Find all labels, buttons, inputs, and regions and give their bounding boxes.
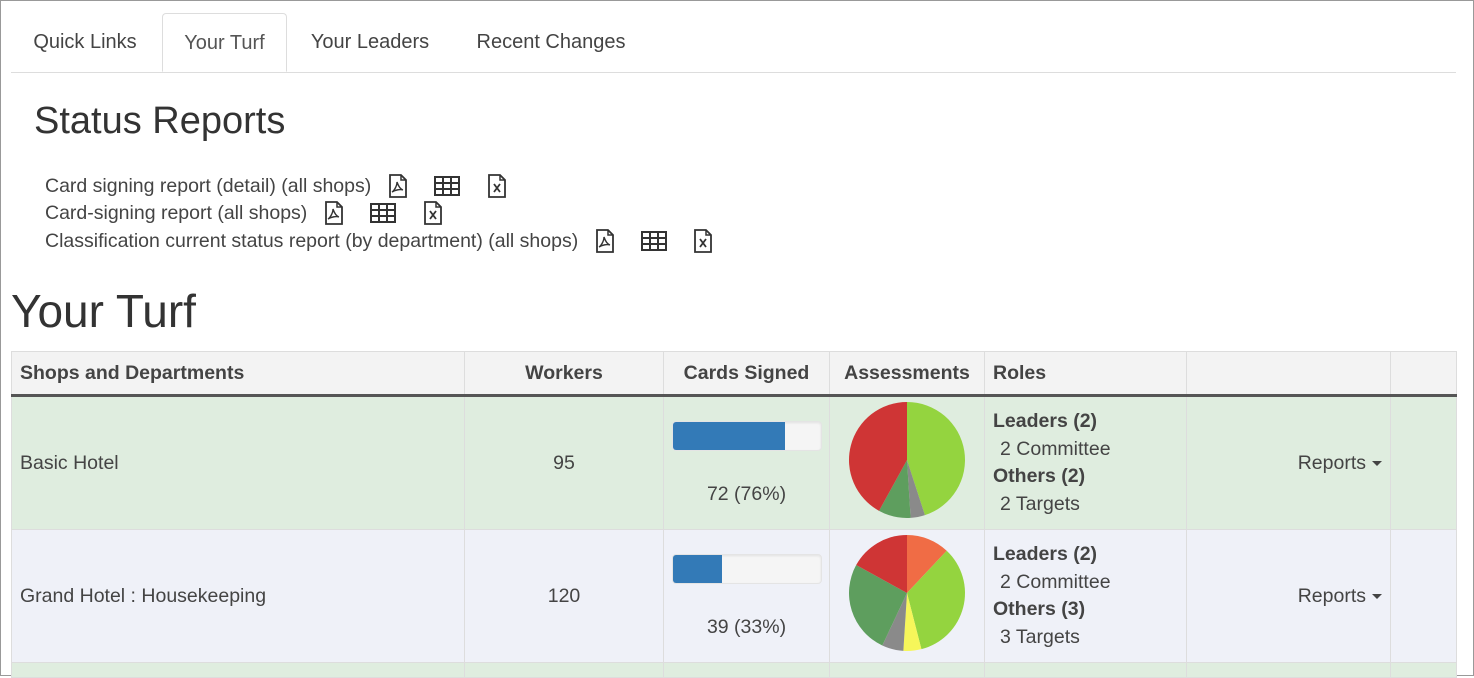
- roles-cell: Leaders (2) 2 Committee Others (2) 2 Tar…: [984, 395, 1187, 530]
- column-header: [1390, 351, 1457, 397]
- empty-cell: [1390, 529, 1457, 663]
- report-line: Card signing report (detail) (all shops): [45, 172, 508, 198]
- table-row: [11, 662, 1457, 678]
- column-header[interactable]: Assessments: [829, 351, 985, 397]
- pie-slice: [856, 535, 907, 593]
- empty-cell: [1186, 662, 1391, 678]
- empty-cell: [464, 662, 664, 678]
- pdf-icon[interactable]: [594, 228, 616, 253]
- column-header: [1186, 351, 1391, 397]
- cards-signed-text: 72 (76%): [706, 482, 787, 505]
- pie-slice: [907, 460, 925, 518]
- column-header[interactable]: Workers: [464, 351, 664, 397]
- report-line: Classification current status report (by…: [45, 227, 714, 253]
- tab-recent-changes[interactable]: Recent Changes: [476, 31, 626, 53]
- cards-progress-fill: [673, 421, 786, 450]
- targets-label: 3 Targets: [1000, 625, 1080, 648]
- column-header[interactable]: Shops and Departments: [11, 351, 465, 397]
- reports-dropdown[interactable]: Reports: [1186, 395, 1391, 530]
- report-line: Card-signing report (all shops): [45, 199, 444, 225]
- shop-name[interactable]: Grand Hotel : Housekeeping: [11, 529, 465, 663]
- empty-cell: [1390, 662, 1457, 678]
- empty-cell: [663, 662, 830, 678]
- pie-slice: [907, 535, 947, 593]
- leaders-label[interactable]: Leaders (2): [993, 543, 1098, 565]
- cards-progress-bar: [672, 420, 822, 451]
- others-label[interactable]: Others (3): [993, 598, 1086, 620]
- cards-signed-cell: 72 (76%): [663, 395, 830, 530]
- status-reports-heading: Status Reports: [34, 100, 286, 142]
- grid-icon[interactable]: [434, 174, 461, 198]
- others-label[interactable]: Others (2): [993, 465, 1086, 487]
- caret-down-icon: [1372, 593, 1382, 599]
- pie-slice: [849, 565, 907, 646]
- committee-label: 2 Committee: [1000, 570, 1111, 593]
- cards-progress-bar: [672, 553, 822, 584]
- column-header[interactable]: Cards Signed: [663, 351, 830, 397]
- pie-slice: [879, 460, 911, 518]
- leaders-label[interactable]: Leaders (2): [993, 410, 1098, 432]
- turf-table: Shops and Departments Workers Cards Sign…: [11, 351, 1457, 678]
- empty-cell: [984, 662, 1187, 678]
- workers-count: 120: [464, 529, 664, 663]
- tab-your-leaders[interactable]: Your Leaders: [310, 31, 430, 53]
- assessment-pie-chart[interactable]: [848, 534, 966, 652]
- targets-label: 2 Targets: [1000, 492, 1080, 515]
- cards-signed-cell: 39 (33%): [663, 529, 830, 663]
- reports-dropdown[interactable]: Reports: [1186, 529, 1391, 663]
- table-header-row: Shops and Departments Workers Cards Sign…: [11, 351, 1457, 397]
- pdf-icon[interactable]: [323, 200, 345, 225]
- shop-name[interactable]: Basic Hotel: [11, 395, 465, 530]
- pie-slice: [907, 402, 965, 516]
- tab-your-turf[interactable]: Your Turf: [162, 13, 287, 72]
- column-header[interactable]: Roles: [984, 351, 1187, 397]
- xls-icon[interactable]: [692, 228, 714, 253]
- table-row: Basic Hotel 95 72 (76%) Leaders (2) 2 Co…: [11, 395, 1457, 530]
- report-link[interactable]: Classification current status report (by…: [45, 229, 579, 252]
- table-row: Grand Hotel : Housekeeping 120 39 (33%) …: [11, 529, 1457, 663]
- your-turf-heading: Your Turf: [11, 285, 196, 337]
- tab-quick-links[interactable]: Quick Links: [33, 31, 137, 53]
- report-link[interactable]: Card signing report (detail) (all shops): [45, 174, 372, 197]
- assessments-cell: [829, 395, 985, 530]
- pdf-icon[interactable]: [387, 173, 409, 198]
- cards-progress-fill: [673, 554, 722, 583]
- caret-down-icon: [1372, 460, 1382, 466]
- roles-cell: Leaders (2) 2 Committee Others (3) 3 Tar…: [984, 529, 1187, 663]
- report-link[interactable]: Card-signing report (all shops): [45, 201, 308, 224]
- workers-count: 95: [464, 395, 664, 530]
- xls-icon[interactable]: [422, 200, 444, 225]
- cards-signed-text: 39 (33%): [706, 615, 787, 638]
- reports-label[interactable]: Reports: [1297, 584, 1366, 607]
- pie-slice: [882, 593, 907, 651]
- empty-cell: [11, 662, 465, 678]
- xls-icon[interactable]: [486, 173, 508, 198]
- grid-icon[interactable]: [370, 201, 397, 225]
- reports-label[interactable]: Reports: [1297, 451, 1366, 474]
- grid-icon[interactable]: [641, 229, 668, 253]
- assessments-cell: [829, 529, 985, 663]
- pie-slice: [907, 550, 965, 650]
- empty-cell: [1390, 395, 1457, 530]
- empty-cell: [829, 662, 985, 678]
- tab-bar: Quick Links Your Turf Your Leaders Recen…: [11, 13, 1456, 73]
- assessment-pie-chart[interactable]: [848, 401, 966, 519]
- pie-slice: [849, 402, 907, 511]
- committee-label: 2 Committee: [1000, 437, 1111, 460]
- pie-slice: [903, 593, 922, 651]
